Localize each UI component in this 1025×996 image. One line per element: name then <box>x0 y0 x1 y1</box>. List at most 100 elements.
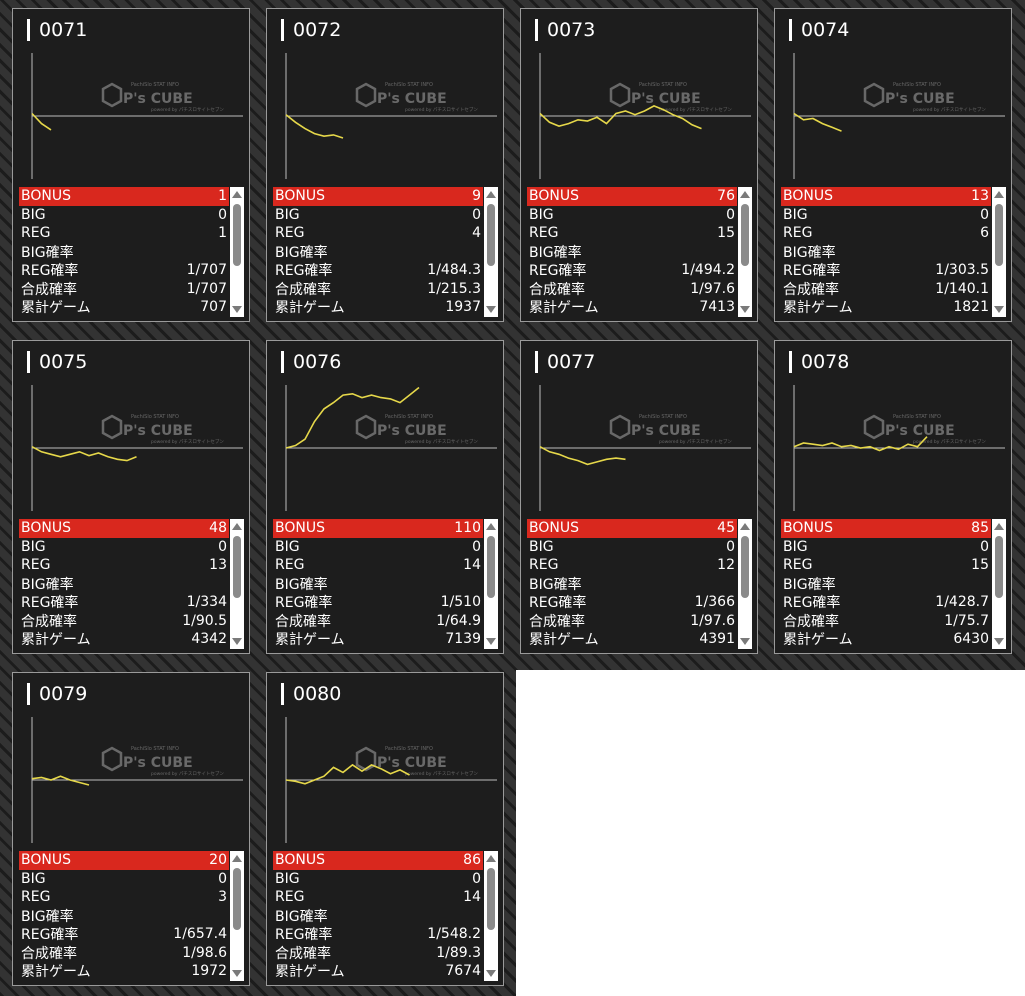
big-rate-row: BIG確率 <box>19 575 229 594</box>
stats-scrollbar[interactable] <box>992 519 1006 649</box>
watermark-bottom-text: powered by パチスロサイトセブン <box>659 438 732 445</box>
triangle-up-icon[interactable] <box>232 855 242 862</box>
watermark-logo: PachiSlo STAT INFO P's CUBE powered by パ… <box>863 82 986 113</box>
scrollbar-thumb[interactable] <box>233 204 241 266</box>
reg-rate-row-value: 1/657.4 <box>173 926 227 943</box>
bonus-row-value: 85 <box>971 520 989 537</box>
reg-row-value: 12 <box>717 557 735 574</box>
scrollbar-thumb[interactable] <box>741 536 749 598</box>
watermark-bottom-text: powered by パチスロサイトセブン <box>913 106 986 113</box>
triangle-up-icon[interactable] <box>740 523 750 530</box>
machine-panel[interactable]: 0074 PachiSlo STAT INFO P's CUBE powered… <box>774 8 1012 322</box>
big-row-label: BIG <box>783 206 808 223</box>
machine-panel[interactable]: 0077 PachiSlo STAT INFO P's CUBE powered… <box>520 340 758 654</box>
reg-rate-row-label: REG確率 <box>783 595 841 612</box>
total-games-row: 累計ゲーム 6430 <box>781 630 991 649</box>
scrollbar-thumb[interactable] <box>741 204 749 266</box>
stats-scrollbar[interactable] <box>992 187 1006 317</box>
combined-rate-row: 合成確率 1/707 <box>19 280 229 299</box>
stats-scrollbar[interactable] <box>230 187 244 317</box>
reg-rate-row: REG確率 1/366 <box>527 593 737 612</box>
triangle-up-icon[interactable] <box>994 523 1004 530</box>
machine-panel[interactable]: 0080 PachiSlo STAT INFO P's CUBE powered… <box>266 672 504 986</box>
stats-scrollbar[interactable] <box>738 519 752 649</box>
stats-scrollbar[interactable] <box>484 519 498 649</box>
reg-rate-row-value: 1/366 <box>694 594 735 611</box>
triangle-down-icon[interactable] <box>232 638 242 645</box>
scrollbar-thumb[interactable] <box>233 536 241 598</box>
triangle-down-icon[interactable] <box>486 306 496 313</box>
stats-scrollbar[interactable] <box>230 519 244 649</box>
reg-rate-row-value: 1/428.7 <box>935 594 989 611</box>
total-games-row-label: 累計ゲーム <box>21 300 91 317</box>
payout-line <box>285 763 410 785</box>
reg-rate-row-value: 1/510 <box>440 594 481 611</box>
big-row-value: 0 <box>218 206 227 223</box>
payout-graph: PachiSlo STAT INFO P's CUBE powered by パ… <box>19 381 245 517</box>
combined-rate-row: 合成確率 1/89.3 <box>273 944 483 963</box>
scrollbar-thumb[interactable] <box>487 536 495 598</box>
triangle-down-icon[interactable] <box>740 306 750 313</box>
total-games-row-label: 累計ゲーム <box>783 300 853 317</box>
machine-panel[interactable]: 0073 PachiSlo STAT INFO P's CUBE powered… <box>520 8 758 322</box>
graph-svg: PachiSlo STAT INFO P's CUBE powered by パ… <box>31 717 243 843</box>
total-games-row-value: 1972 <box>191 963 227 980</box>
big-row: BIG 0 <box>273 206 483 225</box>
triangle-up-icon[interactable] <box>232 191 242 198</box>
big-row-label: BIG <box>275 538 300 555</box>
machine-panel[interactable]: 0078 PachiSlo STAT INFO P's CUBE powered… <box>774 340 1012 654</box>
scrollbar-thumb[interactable] <box>487 204 495 266</box>
triangle-down-icon[interactable] <box>994 638 1004 645</box>
triangle-up-icon[interactable] <box>232 523 242 530</box>
machine-panel[interactable]: 0076 PachiSlo STAT INFO P's CUBE powered… <box>266 340 504 654</box>
triangle-down-icon[interactable] <box>232 970 242 977</box>
triangle-up-icon[interactable] <box>994 191 1004 198</box>
machine-panel[interactable]: 0079 PachiSlo STAT INFO P's CUBE powered… <box>12 672 250 986</box>
bonus-row-value: 9 <box>472 188 481 205</box>
machine-title: 0073 <box>535 18 595 42</box>
reg-row: REG 15 <box>527 224 737 243</box>
stats-scrollbar[interactable] <box>738 187 752 317</box>
reg-row: REG 4 <box>273 224 483 243</box>
cube-icon <box>609 82 631 108</box>
payout-line <box>31 112 52 131</box>
machine-panel[interactable]: 0071 PachiSlo STAT INFO P's CUBE powered… <box>12 8 250 322</box>
reg-rate-row-label: REG確率 <box>21 263 79 280</box>
triangle-down-icon[interactable] <box>486 970 496 977</box>
triangle-up-icon[interactable] <box>486 523 496 530</box>
reg-row: REG 6 <box>781 224 991 243</box>
total-games-row-value: 7139 <box>445 631 481 648</box>
big-row-label: BIG <box>529 538 554 555</box>
triangle-down-icon[interactable] <box>486 638 496 645</box>
machine-panel[interactable]: 0075 PachiSlo STAT INFO P's CUBE powered… <box>12 340 250 654</box>
triangle-up-icon[interactable] <box>486 855 496 862</box>
reg-rate-row-label: REG確率 <box>783 263 841 280</box>
triangle-up-icon[interactable] <box>740 191 750 198</box>
stats-table: BONUS 20 BIG 0 REG 3 BIG確率 REG確率 1/657.4… <box>19 851 229 981</box>
stats-scrollbar[interactable] <box>484 187 498 317</box>
triangle-down-icon[interactable] <box>994 306 1004 313</box>
reg-row-label: REG <box>783 225 813 242</box>
combined-rate-row-label: 合成確率 <box>783 281 839 298</box>
total-games-row-value: 4342 <box>191 631 227 648</box>
payout-graph: PachiSlo STAT INFO P's CUBE powered by パ… <box>19 713 245 849</box>
big-rate-row-label: BIG確率 <box>21 576 74 593</box>
machine-panel[interactable]: 0072 PachiSlo STAT INFO P's CUBE powered… <box>266 8 504 322</box>
combined-rate-row: 合成確率 1/97.6 <box>527 280 737 299</box>
triangle-up-icon[interactable] <box>486 191 496 198</box>
big-rate-row: BIG確率 <box>273 575 483 594</box>
reg-rate-row: REG確率 1/303.5 <box>781 261 991 280</box>
triangle-down-icon[interactable] <box>232 306 242 313</box>
stats-scrollbar[interactable] <box>230 851 244 981</box>
stats-scrollbar[interactable] <box>484 851 498 981</box>
scrollbar-thumb[interactable] <box>233 868 241 930</box>
title-marker <box>535 351 538 373</box>
total-games-row: 累計ゲーム 4391 <box>527 630 737 649</box>
scrollbar-thumb[interactable] <box>995 204 1003 266</box>
total-games-row-label: 累計ゲーム <box>783 632 853 649</box>
machine-number: 0072 <box>293 19 342 41</box>
triangle-down-icon[interactable] <box>740 638 750 645</box>
big-rate-row: BIG確率 <box>527 243 737 262</box>
scrollbar-thumb[interactable] <box>487 868 495 930</box>
scrollbar-thumb[interactable] <box>995 536 1003 598</box>
